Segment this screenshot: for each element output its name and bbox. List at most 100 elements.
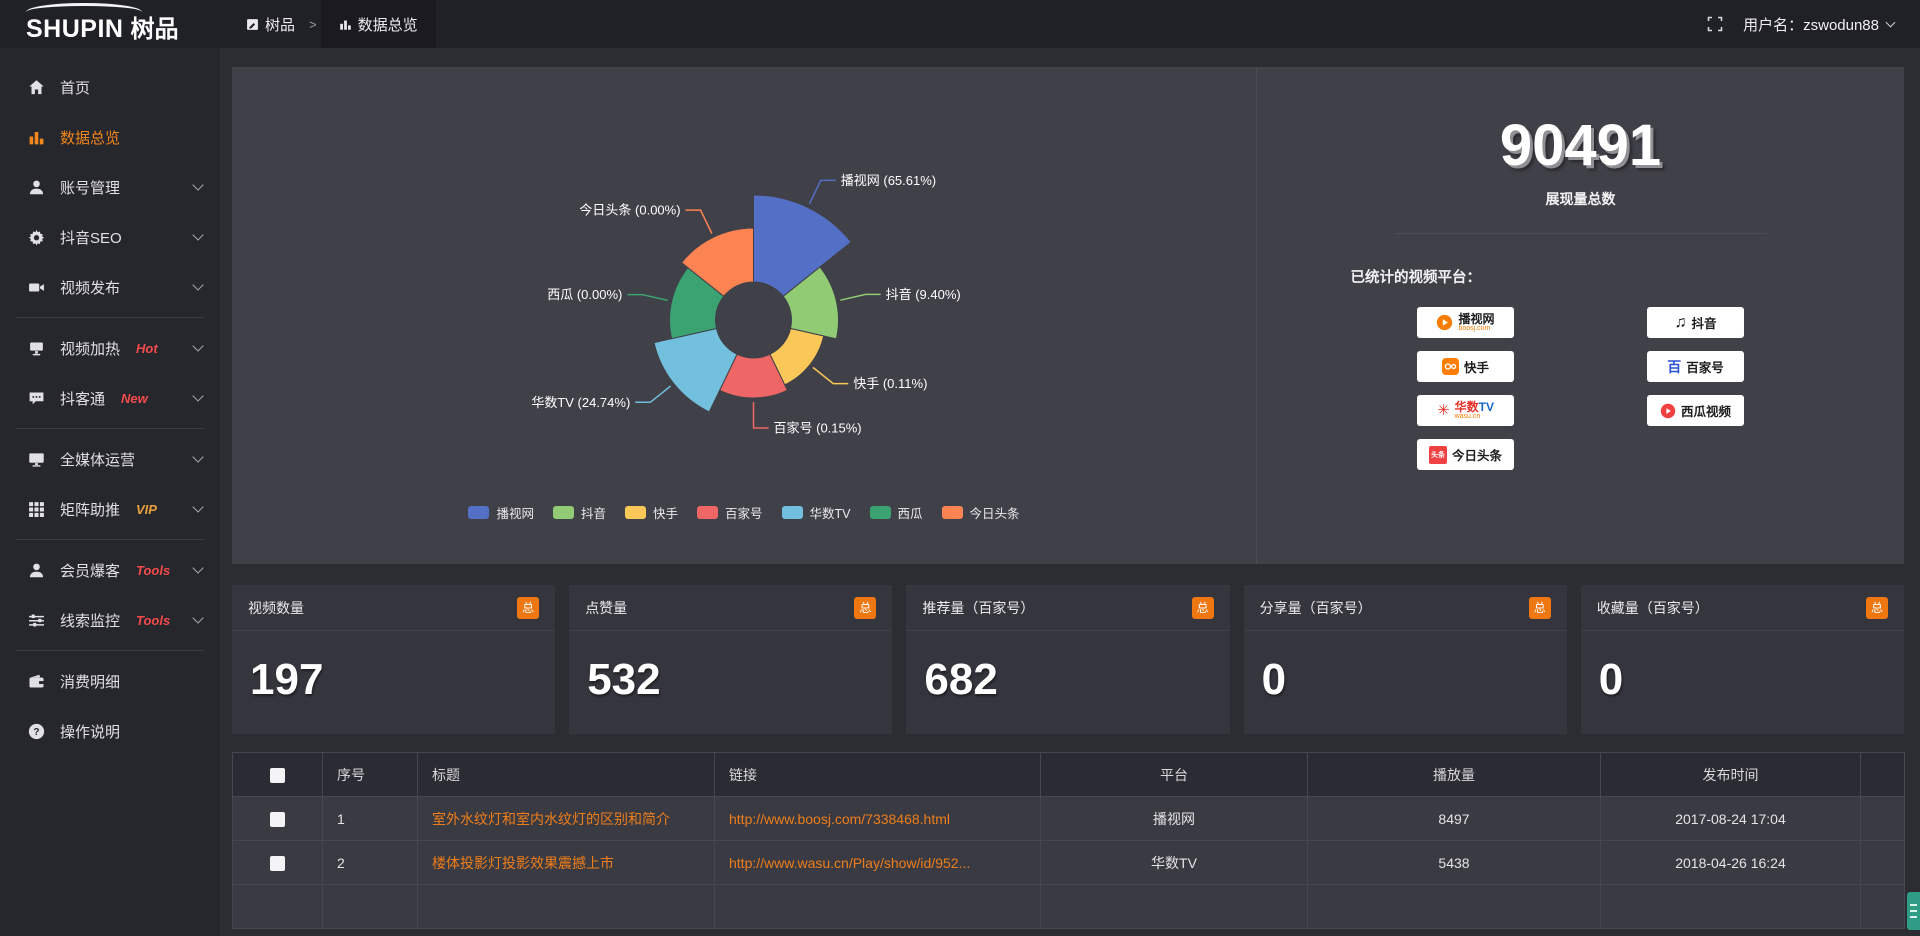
sidebar-item-douyin-seo[interactable]: 抖音SEO (0, 212, 220, 262)
legend-label: 华数TV (809, 507, 851, 521)
sidebar-item-omni-media[interactable]: 全媒体运营 (0, 434, 220, 484)
divider (16, 650, 204, 651)
sidebar-item-tag: VIP (136, 501, 157, 517)
sidebar-item-label: 线索监控 (60, 612, 121, 630)
legend-item-播视网[interactable]: 播视网 (468, 503, 534, 522)
stat-card-title: 视频数量 (248, 599, 304, 616)
video-url-link[interactable]: http://www.wasu.cn/Play/show/id/952... (729, 854, 971, 871)
member-icon (28, 562, 45, 579)
topbar: SHUPIN 树品 树品 > 数据总览 用户名：zswodun88 (0, 0, 1920, 48)
divider (16, 317, 204, 318)
legend-item-快手[interactable]: 快手 (624, 503, 678, 522)
platforms-label: 已统计的视频平台： (1350, 270, 1482, 286)
floating-widget[interactable] (1907, 892, 1920, 930)
platform-column: 播视网 boosj.com 快手 ✳ 华数TV wasu.cn 头条 今日头条 (1351, 307, 1581, 470)
legend-item-抖音[interactable]: 抖音 (552, 503, 606, 522)
legend-item-西瓜[interactable]: 西瓜 (869, 503, 923, 522)
pie-label-西瓜: 西瓜 (0.00%) (547, 287, 622, 302)
row-checkbox[interactable] (270, 855, 285, 871)
platform-name: 抖音 (1691, 317, 1717, 331)
chevron-down-icon (192, 390, 204, 402)
app-logo: SHUPIN 树品 (0, 0, 220, 48)
sidebar-item-matrix-boost[interactable]: 矩阵助推 VIP (0, 484, 220, 534)
chart-panel: 播视网 (65.61%) 抖音 (9.40%) 快手 (0.11%) 百家号 (0.1… (232, 67, 1904, 564)
sidebar-item-home[interactable]: 首页 (0, 62, 220, 112)
platform-name: 今日头条 (1451, 449, 1502, 463)
published-cell: 2018-04-26 16:24 (1675, 854, 1786, 871)
breadcrumb-separator: > (309, 16, 317, 32)
home-icon (28, 79, 45, 96)
main-content: 抖音seo数据全媒体运营数据询盘数据 播视网 (65.61%)抖音 (9.40%… (220, 0, 1920, 929)
results-table: 序号 标题 链接 平台 播放量 发布时间 1 室外水纹灯和室内水纹灯的区别和简介 http://… (232, 752, 1905, 929)
legend-swatch (781, 506, 803, 519)
fullscreen-icon[interactable] (1707, 16, 1723, 32)
platform-name: 华数TV wasu.cn (1454, 399, 1494, 421)
monitor-icon (28, 451, 45, 468)
video-url-link[interactable]: http://www.boosj.com/7338468.html (729, 810, 951, 827)
pie-slice-今日头条[interactable] (680, 227, 754, 298)
legend-item-华数TV[interactable]: 华数TV (781, 503, 851, 522)
sidebar-item-operation-guide[interactable]: ? 操作说明 (0, 706, 220, 756)
stat-card: 收藏量（百家号） 总 0 (1580, 585, 1904, 734)
breadcrumb-item-current[interactable]: 数据总览 (320, 0, 436, 48)
pie-label-line (635, 385, 672, 404)
xigua-logo-icon (1660, 403, 1676, 418)
sidebar-item-account-management[interactable]: 账号管理 (0, 162, 220, 212)
stat-cards-row: 视频数量总 197 点赞量总 532 推荐量（百家号）总 682 分享量（百家号）总 0 收藏量… (232, 585, 1904, 734)
sidebar-item-data-overview[interactable]: 数据总览 (0, 112, 220, 162)
chevron-down-icon (192, 451, 204, 463)
table-header-row: 序号 标题 链接 平台 播放量 发布时间 (232, 752, 1905, 797)
pie-label-抖音: 抖音 (9.40%) (886, 287, 961, 302)
breadcrumb-item-root[interactable]: 树品 (236, 0, 305, 48)
sidebar-item-video-publish[interactable]: 视频发布 (0, 262, 220, 312)
pie-slice-华数TV[interactable] (653, 327, 738, 413)
table-row-partial (232, 884, 1905, 929)
sidebar-item-tag: Tools (136, 562, 171, 578)
breadcrumb-label: 数据总览 (357, 16, 418, 34)
sidebar-item-member-burst[interactable]: 会员爆客 Tools (0, 545, 220, 595)
sidebar-item-label: 矩阵助推 (60, 501, 121, 519)
sidebar-item-tag: Tools (136, 612, 171, 628)
legend-label: 播视网 (496, 507, 534, 521)
toutiao-logo-icon: 头条 (1428, 445, 1447, 464)
video-title-link[interactable]: 室外水纹灯和室内水纹灯的区别和简介 (432, 810, 670, 827)
logo-text-cn: 树品 (130, 16, 179, 43)
legend-label: 今日头条 (969, 507, 1020, 521)
legend-swatch (941, 506, 963, 519)
gear-icon (28, 229, 45, 246)
stat-card-header: 点赞量 总 (569, 585, 893, 631)
douyin-logo-icon: ♫ (1674, 313, 1687, 331)
kuaishou-logo-icon (1441, 358, 1459, 375)
chevron-down-icon (192, 179, 204, 191)
platform-badge-xigua: 西瓜视频 (1647, 395, 1744, 426)
total-badge: 总 (517, 596, 540, 619)
platform-badge-kuaishou: 快手 (1417, 351, 1514, 382)
pie-slice-播视网[interactable] (753, 194, 852, 298)
column-header: 播放量 (1307, 752, 1601, 797)
stat-card-title: 分享量（百家号） (1259, 599, 1372, 616)
legend-item-今日头条[interactable]: 今日头条 (941, 503, 1020, 522)
platform-name: 快手 (1463, 361, 1489, 375)
stat-card-title: 点赞量 (585, 599, 628, 616)
legend-label: 快手 (652, 507, 678, 521)
pie-slice-抖音[interactable] (782, 266, 839, 340)
overview-panel: 90491 展现量总数 已统计的视频平台： 播视网 boosj.com 快手 ✳ 华数T… (1256, 67, 1904, 564)
sidebar-item-consumption-detail[interactable]: 消费明细 (0, 656, 220, 706)
platform-badge-baijiahao: 百百家号 (1647, 351, 1744, 382)
table-row: 2 楼体投影灯投影效果震撼上市 http://www.wasu.cn/Play/sh… (232, 840, 1905, 885)
plays-cell: 5438 (1438, 854, 1470, 871)
legend-item-百家号[interactable]: 百家号 (697, 503, 763, 522)
total-badge: 总 (854, 596, 877, 619)
row-checkbox[interactable] (270, 811, 285, 827)
legend-swatch (552, 506, 574, 519)
sidebar-item-video-heat[interactable]: 视频加热 Hot (0, 323, 220, 373)
sidebar-item-clue-monitor[interactable]: 线索监控 Tools (0, 595, 220, 645)
chevron-down-icon (192, 340, 204, 352)
user-menu[interactable]: 用户名：zswodun88 (1743, 14, 1896, 35)
plays-cell: 8497 (1438, 810, 1470, 827)
select-all-checkbox[interactable] (270, 767, 285, 783)
video-title-link[interactable]: 楼体投影灯投影效果震撼上市 (432, 854, 614, 871)
stat-card-header: 分享量（百家号） 总 (1243, 585, 1567, 631)
sidebar-item-douketong[interactable]: 抖客通 New (0, 373, 220, 423)
stat-card-value: 0 (1261, 655, 1287, 704)
